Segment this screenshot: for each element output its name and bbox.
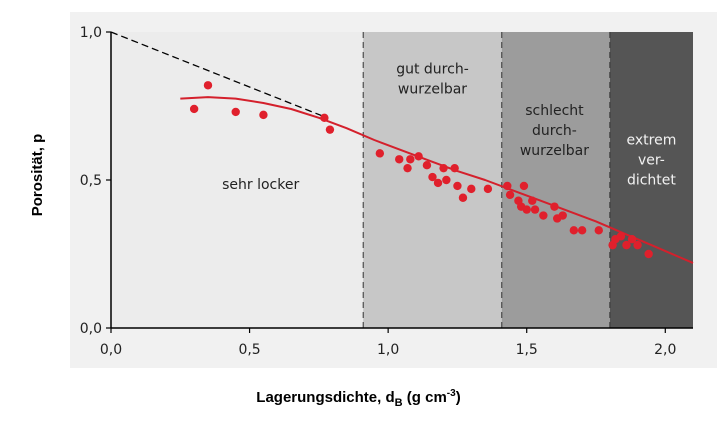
zone-band-2 [501,32,610,328]
data-point [522,205,531,214]
data-point [644,249,653,259]
density-zones [111,32,693,328]
zone-label-1: gut durch-wurzelbar [396,61,469,97]
data-point [616,232,626,241]
y-tick-label: 0,5 [80,173,102,189]
data-point [375,149,385,158]
data-point [505,190,515,199]
y-axis-label: Porosität, p [29,134,46,217]
data-point [325,125,335,134]
data-point [577,226,587,235]
data-point [450,163,459,173]
zone-label-3: extrem ver-dichtet [627,132,677,188]
reference-dashed-line [110,31,328,119]
x-tick-label: 0,5 [238,342,260,358]
data-point [633,240,642,250]
y-tick-label: 1,0 [80,25,102,41]
data-point [530,205,540,214]
x-tick-label: 2,0 [654,342,676,358]
reference-line-layer [110,31,328,119]
zone-band-3 [609,32,693,328]
x-axis-label: Lagerungsdichte, dB (g cm-3) [0,388,717,409]
zone-label-0: sehr locker [222,177,299,193]
data-point [320,113,329,123]
x-axis-label-unit-close: ) [455,389,461,406]
data-point [428,172,437,182]
data-point [569,226,579,235]
data-point [539,211,548,220]
data-point [231,107,240,117]
zone-labels: sehr locker gut durch-wurzelbar schlecht du… [222,61,676,192]
x-axis-label-superscript: -3 [446,388,456,399]
data-point [627,235,637,244]
data-point [483,184,493,194]
data-point [528,196,537,205]
data-point [403,163,412,173]
x-axis-label-main: Lagerungsdichte, d [256,389,395,406]
data-point [439,163,448,173]
zone-band-0 [111,32,364,328]
x-tick-label: 1,5 [516,342,538,358]
x-tick-label: 0,0 [100,342,122,358]
y-tick-label: 0,0 [80,321,102,337]
data-point [558,211,567,220]
data-point [422,161,432,170]
data-point [414,152,423,161]
data-point [622,240,631,250]
data-point [442,175,451,185]
data-point [550,202,559,211]
tick-labels: 0,0 0,5 1,0 1,5 2,0 0,0 0,5 1,0 [80,25,677,358]
data-points [189,81,653,259]
data-point [433,178,443,188]
data-point [467,184,476,194]
data-point [458,193,468,202]
data-point [189,104,199,114]
data-point [203,81,213,90]
data-point [453,181,462,191]
zone-label-2: schlecht durch-wurzelbar [520,103,589,159]
data-point [395,155,404,164]
data-point [503,181,512,191]
data-point [519,181,529,191]
x-axis-label-subscript: B [394,397,403,409]
x-tick-label: 1,0 [377,342,399,358]
x-axis-label-unit: (g cm [402,389,447,406]
data-point [259,110,268,120]
axes [106,31,693,333]
data-point [406,155,415,164]
data-point [594,226,603,235]
